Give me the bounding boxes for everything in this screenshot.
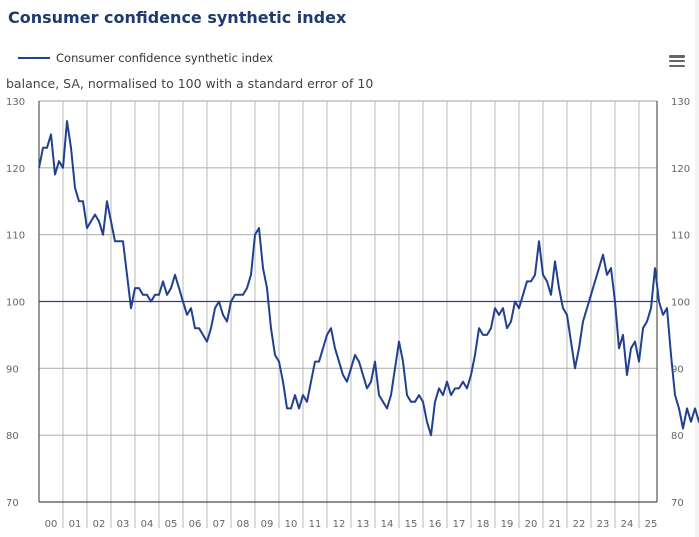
x-tick-label: 04 — [141, 519, 154, 530]
x-tick-label: 02 — [93, 519, 106, 530]
x-tick-label: 15 — [405, 519, 418, 530]
x-tick-label: 23 — [597, 519, 610, 530]
y-tick-label-right: 80 — [671, 431, 684, 442]
y-tick-label-left: 120 — [6, 164, 25, 175]
y-tick-label-left: 90 — [6, 364, 19, 375]
x-tick-label: 25 — [645, 519, 658, 530]
x-tick-label: 16 — [429, 519, 442, 530]
x-tick-label: 20 — [525, 519, 538, 530]
x-tick-label: 22 — [573, 519, 586, 530]
y-tick-label-right: 130 — [671, 97, 690, 108]
x-tick-label: 06 — [189, 519, 202, 530]
x-tick-label: 10 — [285, 519, 298, 530]
x-tick-label: 24 — [621, 519, 634, 530]
y-tick-label-right: 120 — [671, 164, 690, 175]
x-tick-label: 13 — [357, 519, 370, 530]
legend-item[interactable]: Consumer confidence synthetic index — [18, 51, 273, 65]
x-tick-label: 08 — [237, 519, 250, 530]
series-line — [38, 120, 699, 437]
y-tick-label-right: 100 — [671, 298, 690, 309]
y-tick-label-right: 110 — [671, 231, 690, 242]
x-tick-label: 07 — [213, 519, 226, 530]
y-axis-unit-label: balance, SA, normalised to 100 with a st… — [6, 76, 374, 91]
x-tick-label: 14 — [381, 519, 394, 530]
page-scrollbar[interactable] — [695, 0, 699, 537]
legend-label: Consumer confidence synthetic index — [56, 51, 274, 65]
y-tick-label-left: 110 — [6, 231, 25, 242]
y-tick-label-left: 130 — [6, 97, 25, 108]
y-tick-label-left: 80 — [6, 431, 19, 442]
x-tick-label: 09 — [261, 519, 274, 530]
x-tick-label: 12 — [333, 519, 346, 530]
x-tick-label: 05 — [165, 519, 178, 530]
x-tick-label: 19 — [501, 519, 514, 530]
x-tick-label: 17 — [453, 519, 466, 530]
x-tick-label: 18 — [477, 519, 490, 530]
y-tick-label-right: 70 — [671, 498, 684, 509]
x-tick-label: 01 — [69, 519, 82, 530]
x-tick-label: 03 — [117, 519, 130, 530]
x-tick-label: 11 — [309, 519, 322, 530]
y-tick-label-left: 100 — [6, 298, 25, 309]
x-tick-label: 00 — [45, 519, 58, 530]
y-tick-label-left: 70 — [6, 498, 19, 509]
chart-title: Consumer confidence synthetic index — [8, 8, 347, 27]
x-tick-label: 21 — [549, 519, 562, 530]
hamburger-menu-icon[interactable] — [669, 55, 685, 69]
legend-line-swatch — [18, 57, 50, 59]
y-tick-label-right: 90 — [671, 364, 684, 375]
